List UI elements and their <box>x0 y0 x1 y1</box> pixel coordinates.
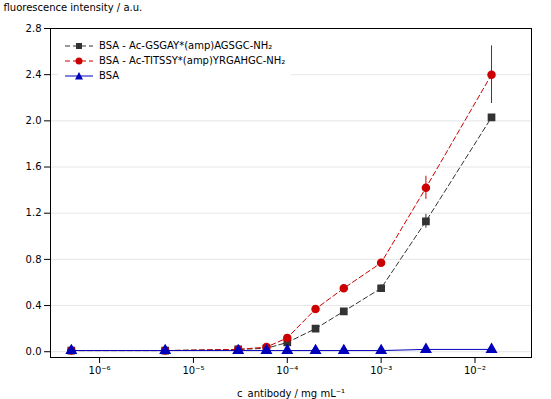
svg-text:10⁻⁵: 10⁻⁵ <box>182 365 204 376</box>
svg-text:2.8: 2.8 <box>26 23 42 34</box>
svg-text:0.8: 0.8 <box>26 254 42 265</box>
svg-text:0.4: 0.4 <box>26 300 42 311</box>
svg-text:fluorescence intensity / a.u.: fluorescence intensity / a.u. <box>4 2 143 13</box>
svg-text:2.0: 2.0 <box>26 115 42 126</box>
html-text:BSA - Ac-GSGAY*(amp)AGSGC-NH₂: BSA - Ac-GSGAY*(amp)AGSGC-NH₂ <box>99 40 273 51</box>
svg-text:10⁻²: 10⁻² <box>464 365 486 376</box>
svg-text:0.0: 0.0 <box>26 346 42 357</box>
svg-text:10⁻⁶: 10⁻⁶ <box>89 365 111 376</box>
html-text:BSA - Ac-TITSSY*(amp)YRGAHGC-N: BSA - Ac-TITSSY*(amp)YRGAHGC-NH₂ <box>99 55 286 66</box>
svg-text:1.2: 1.2 <box>26 207 42 218</box>
svg-text:10⁻³: 10⁻³ <box>370 365 392 376</box>
svg-text:c_antibody / mg mL⁻¹: c_antibody / mg mL⁻¹ <box>237 388 345 399</box>
svg-text:10⁻⁴: 10⁻⁴ <box>276 365 298 376</box>
html-text:BSA: BSA <box>99 70 120 81</box>
svg-text:1.6: 1.6 <box>26 161 42 172</box>
svg-text:2.4: 2.4 <box>26 69 42 80</box>
